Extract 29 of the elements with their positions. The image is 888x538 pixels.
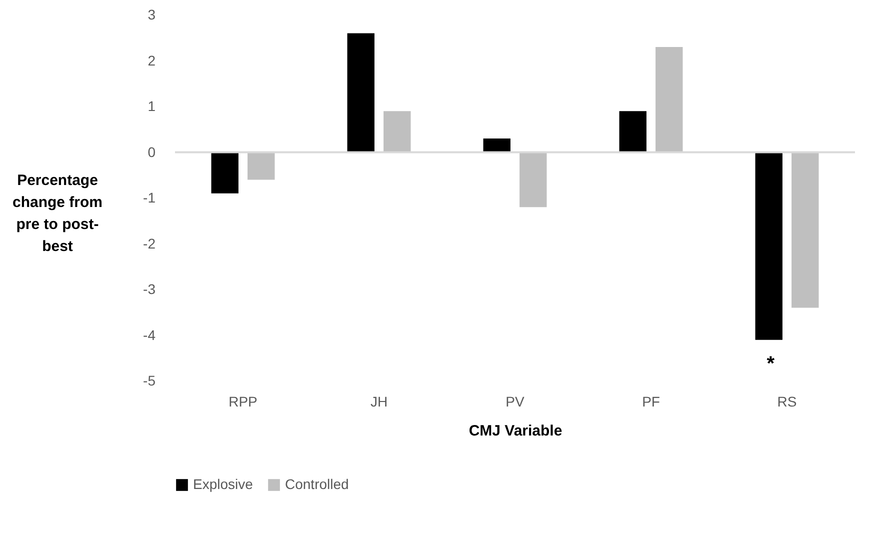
bar [619, 111, 646, 152]
bar [792, 152, 819, 308]
x-tick-label: JH [370, 394, 388, 410]
x-tick-label: PF [642, 394, 660, 410]
x-axis-title: CMJ Variable [468, 422, 562, 440]
y-tick-label: -3 [143, 281, 156, 297]
y-tick-label: -4 [143, 326, 156, 343]
bar [755, 152, 782, 340]
bar [656, 47, 683, 152]
x-tick-label: PV [506, 394, 525, 410]
y-tick-label: 2 [148, 52, 156, 68]
bar [384, 111, 411, 152]
x-tick-label: RS [777, 394, 797, 410]
bar [347, 33, 374, 152]
legend-label: Explosive [193, 476, 254, 492]
y-tick-label: -2 [143, 235, 156, 252]
y-tick-label: 3 [148, 6, 156, 22]
y-tick-label: -5 [143, 372, 156, 388]
y-axis-title: Percentage change from pre to post-best [12, 172, 103, 256]
bar [211, 152, 238, 194]
legend-label: Controlled [285, 476, 349, 492]
bar [248, 152, 275, 180]
annotation: * [766, 352, 775, 375]
bar [520, 152, 547, 208]
y-tick-label: 0 [148, 144, 156, 160]
bar [483, 138, 510, 152]
y-tick-label: -1 [143, 190, 156, 206]
x-tick-label: RPP [228, 394, 258, 410]
y-tick-label: 1 [148, 98, 156, 114]
